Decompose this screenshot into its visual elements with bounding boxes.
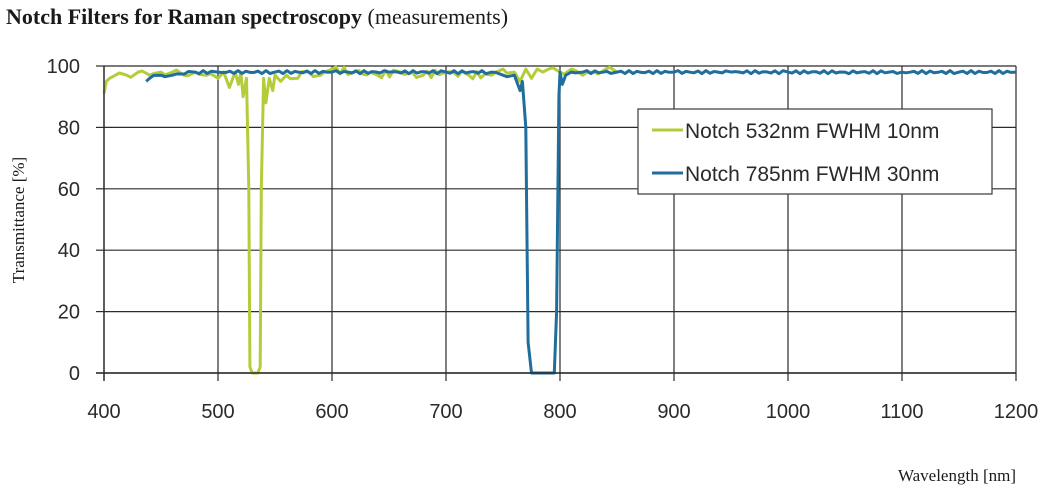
series-line-1: [145, 69, 1017, 375]
y-tick-label: 40: [58, 240, 80, 262]
x-tick-label: 500: [201, 401, 234, 423]
x-tick-label: 600: [315, 401, 348, 423]
x-tick-label: 900: [657, 401, 690, 423]
series-line-0: [102, 65, 618, 375]
legend: Notch 532nm FWHM 10nm Notch 785nm FWHM 3…: [637, 108, 993, 195]
x-tick-label: 1100: [880, 401, 923, 423]
y-tick-label: 100: [47, 56, 80, 78]
y-axis-title: Transmittance [%]: [9, 157, 28, 283]
legend-item-532: Notch 532nm FWHM 10nm: [652, 120, 939, 143]
y-tick-label: 60: [58, 179, 80, 201]
legend-label-785: Notch 785nm FWHM 30nm: [685, 163, 939, 186]
chart-title-main: Notch Filters for Raman spectroscopy: [6, 4, 363, 29]
chart-title: Notch Filters for Raman spectroscopy (me…: [6, 4, 508, 30]
x-tick-label: 400: [87, 401, 120, 423]
x-tick-label: 800: [543, 401, 576, 423]
data-series: [102, 65, 1017, 375]
y-tick-label: 20: [58, 302, 80, 324]
x-axis-title: Wavelength [nm]: [898, 466, 1016, 485]
x-tick-label: 1000: [766, 401, 811, 423]
axes: [96, 65, 1017, 381]
tick-labels: 0 20 40 60 80 100 400 500 600 700 800 900 1000 1100 12…: [47, 56, 1039, 423]
y-tick-label: 80: [58, 117, 80, 139]
x-tick-label: 1200: [994, 401, 1039, 423]
y-tick-label: 0: [69, 363, 80, 385]
legend-box: [637, 108, 993, 195]
legend-label-532: Notch 532nm FWHM 10nm: [685, 120, 939, 143]
x-tick-label: 700: [429, 401, 462, 423]
chart-title-sub: (measurements): [367, 4, 509, 29]
legend-item-785: Notch 785nm FWHM 30nm: [652, 163, 939, 186]
